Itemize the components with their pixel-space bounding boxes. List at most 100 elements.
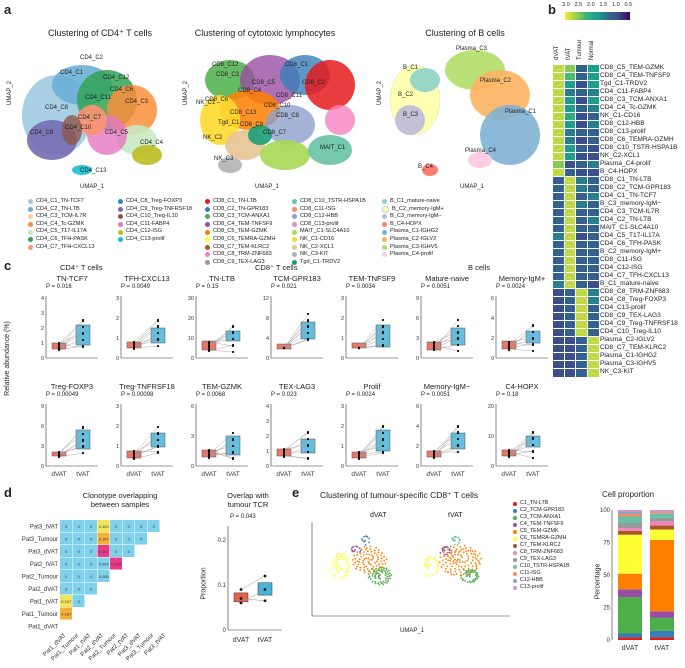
umap-point <box>374 575 376 578</box>
overlap-cell <box>60 545 72 557</box>
umap-point <box>454 539 456 541</box>
umap-point <box>371 574 374 577</box>
boxplot-p-value: P = 0.0024 <box>346 392 376 398</box>
legend-item: MAIT_C1-SLC4A10 <box>292 228 366 236</box>
umap-point <box>345 555 348 558</box>
x-tick-label: dVAT <box>351 471 366 478</box>
umap-point <box>379 569 381 572</box>
legend-item: CD8_C6_TEMRA-GZMH <box>205 236 275 244</box>
cd4-cluster-label: CD4_C6 <box>110 87 134 93</box>
y-tick-label: 1 <box>266 449 269 455</box>
umap-point <box>473 569 476 572</box>
umap-point <box>363 540 366 543</box>
overlap-cell <box>85 520 97 532</box>
umap-point <box>465 550 467 552</box>
overlap-value: 0 <box>65 574 68 579</box>
data-point <box>531 337 535 341</box>
umap-point <box>467 555 470 558</box>
data-point <box>81 451 85 455</box>
umap-point <box>475 563 478 566</box>
legend-label: C6_TEMRA-GZMH <box>520 535 567 541</box>
pair-line <box>58 440 84 456</box>
legend-item: CD8_C5_TEM-GZMK <box>205 228 275 236</box>
data-point <box>381 425 385 429</box>
overlap-title: Overlap with tumour TCR <box>227 491 269 509</box>
umap-point <box>428 574 431 577</box>
umap-point <box>478 552 481 555</box>
overlap-cell <box>60 570 72 582</box>
umap-point <box>368 537 370 540</box>
umap-point <box>355 567 358 570</box>
data-point <box>156 319 160 323</box>
cd4-cluster-label: CD4_C13 <box>80 168 107 174</box>
umap-point <box>472 571 475 574</box>
heatmap-row-label: CD8_C6_TEMRA-GZMH <box>600 136 674 143</box>
umap-point <box>356 554 358 556</box>
umap-point <box>436 568 439 570</box>
b-cluster-label: Plasma_C2 <box>480 78 512 84</box>
umap-point <box>350 548 353 551</box>
pair-line <box>208 439 234 458</box>
overlap-value: 0 <box>128 536 131 541</box>
umap-point <box>474 556 477 559</box>
boxplot-chart: 0 1 2 3 4 <box>41 296 98 362</box>
data-point <box>507 455 511 459</box>
legend-item: Plasma_C4-prolif <box>382 251 444 259</box>
cd4-cluster-label: CD4_C7 <box>78 115 102 121</box>
data-point <box>432 345 436 349</box>
umap-point <box>434 573 437 576</box>
umap-point <box>357 563 360 566</box>
umap-point <box>465 569 468 572</box>
y-tick-label: 3 <box>416 336 419 342</box>
boxplot-title: Mature-naive <box>425 274 469 283</box>
umap-point <box>441 549 444 552</box>
umap-point <box>386 575 389 578</box>
data-point <box>507 345 511 349</box>
overlap-value: 0.163 <box>99 524 110 529</box>
umap-point <box>368 553 371 556</box>
umap-point <box>368 570 371 572</box>
umap-point <box>335 567 338 569</box>
data-point <box>231 438 235 442</box>
legend-item: C6_TEMRA-GZMH <box>513 535 570 542</box>
data-point <box>207 455 211 459</box>
heatmap-row-label: CD4_C12-ISG <box>600 264 643 271</box>
umap-point <box>377 556 380 559</box>
umap-point <box>371 567 373 570</box>
heatmap-row-label: NK_C1-CD16 <box>600 112 641 119</box>
overlap-value: 0.167 <box>61 611 72 616</box>
umap-point <box>366 567 369 570</box>
cell-proportion-title: Cell proportion <box>602 490 655 499</box>
cyto-cluster-label: CD8_C7 <box>263 130 287 136</box>
umap-point <box>477 575 480 578</box>
umap-point <box>374 581 377 583</box>
pair-line <box>208 349 234 353</box>
pair-line <box>208 445 234 453</box>
umap-point <box>383 567 385 570</box>
cd4-x-axis: UMAP_1 <box>80 184 105 190</box>
umap-point <box>449 568 452 571</box>
legend-item: CD4_C12-ISG <box>118 228 192 236</box>
umap-point <box>461 556 463 559</box>
data-point <box>531 343 535 347</box>
scale-tick-label: 0.5 <box>624 2 633 8</box>
umap-point <box>452 537 455 539</box>
umap-point <box>344 570 347 573</box>
umap-point <box>468 575 471 578</box>
umap-point <box>474 562 477 564</box>
y-tick-label: 2 <box>341 316 344 322</box>
umap-point <box>377 572 380 575</box>
boxplot-title: TEM-TNFSF9 <box>348 274 396 283</box>
cyto-cluster-label: CD8_C11 <box>276 93 302 99</box>
umap-point <box>335 556 338 559</box>
umap-point <box>344 573 347 576</box>
panel-c-label: c <box>4 258 12 273</box>
boxplot-title: Treg-TNFRSF18 <box>119 382 175 391</box>
proportion-segment <box>650 617 674 631</box>
umap-point <box>348 570 350 573</box>
umap-point <box>379 574 381 576</box>
pair-line <box>433 426 459 458</box>
overlap-value: 0 <box>78 524 81 529</box>
umap-point <box>476 554 479 557</box>
pair-line <box>133 426 159 455</box>
